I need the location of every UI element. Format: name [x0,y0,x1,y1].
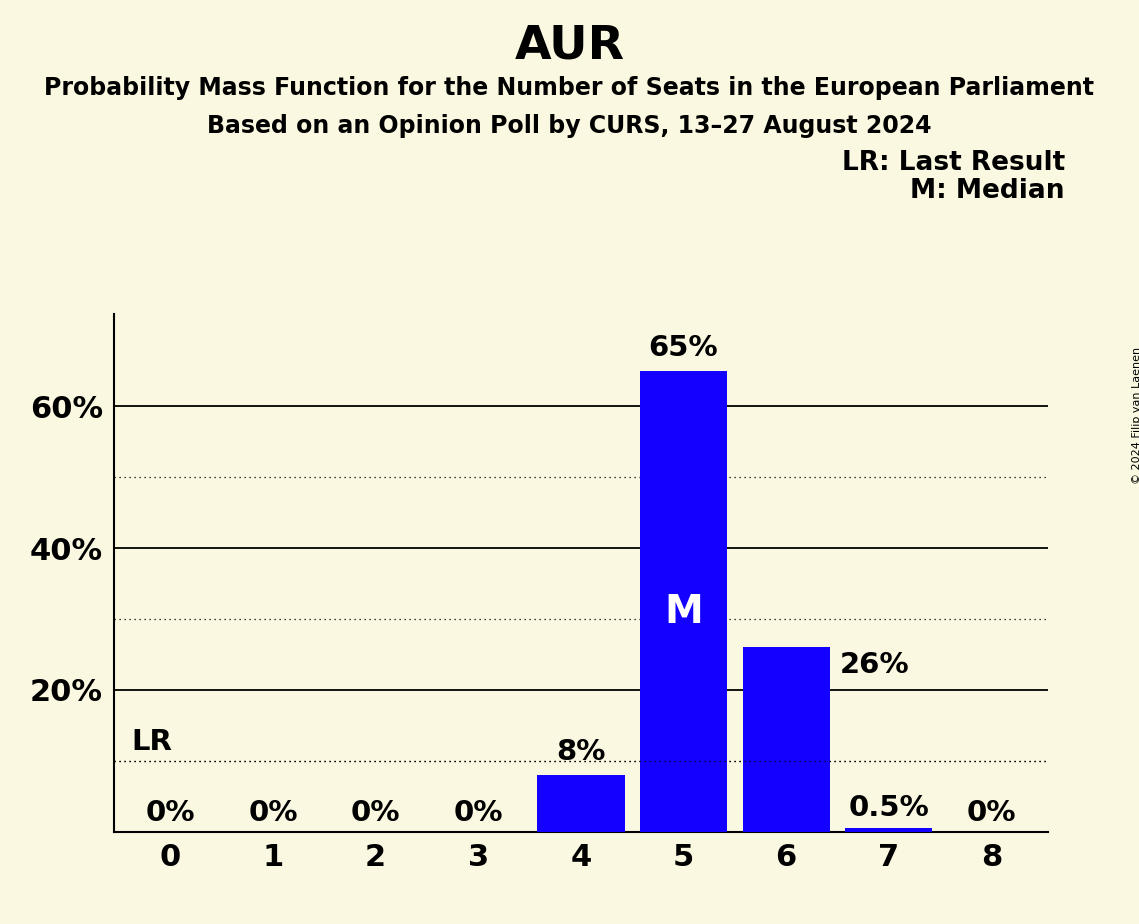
Bar [640,371,727,832]
Text: © 2024 Filip van Laenen: © 2024 Filip van Laenen [1132,347,1139,484]
Text: 26%: 26% [839,650,909,679]
Text: 0%: 0% [453,799,503,827]
Text: M: M [664,593,703,631]
Text: 0%: 0% [248,799,297,827]
Bar [743,648,830,832]
Text: LR: Last Result: LR: Last Result [842,150,1065,176]
Text: M: Median: M: Median [910,178,1065,204]
Text: 8%: 8% [556,738,606,766]
Text: Probability Mass Function for the Number of Seats in the European Parliament: Probability Mass Function for the Number… [44,76,1095,100]
Text: 65%: 65% [649,334,719,362]
Text: 0%: 0% [967,799,1016,827]
Text: AUR: AUR [515,23,624,68]
Text: Based on an Opinion Poll by CURS, 13–27 August 2024: Based on an Opinion Poll by CURS, 13–27 … [207,114,932,138]
Text: 0.5%: 0.5% [849,795,929,822]
Text: LR: LR [131,728,172,757]
Text: 0%: 0% [146,799,195,827]
Text: 0%: 0% [351,799,401,827]
Bar [845,828,933,832]
Bar [538,775,624,832]
